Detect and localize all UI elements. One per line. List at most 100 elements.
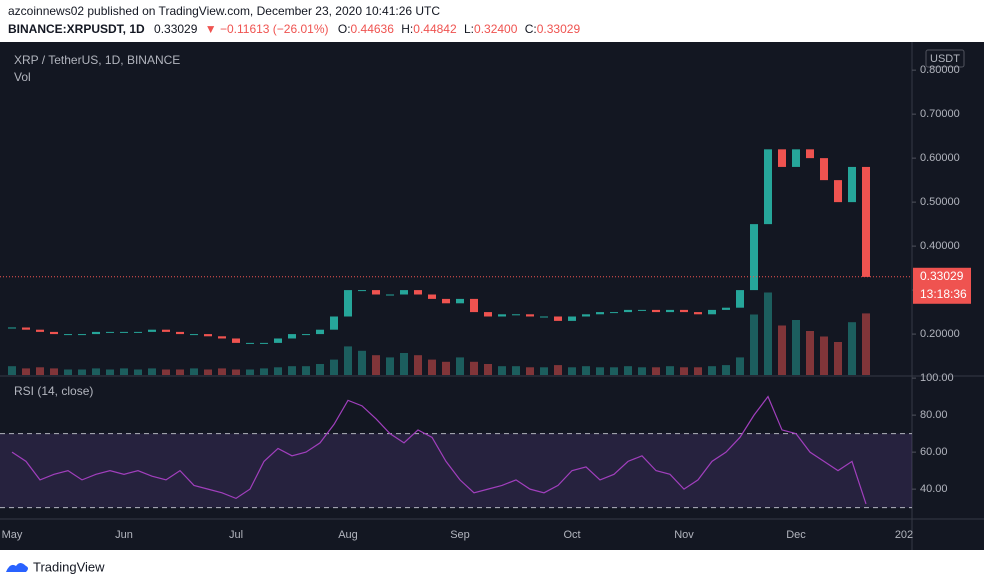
candle-body [134,331,142,333]
volume-bar [218,368,226,375]
volume-bar [120,368,128,375]
brand: TradingView [33,559,105,574]
candle-body [806,149,814,159]
volume-bar [134,369,142,375]
volume-bar [778,325,786,375]
rsi-tick-label: 60.00 [920,446,948,458]
volume-bar [666,366,674,375]
x-tick-label: Dec [786,529,806,541]
candle-body [330,316,338,330]
volume-bar [470,361,478,375]
x-tick-label: Jul [229,529,243,541]
symbol-text: BINANCE:XRPUSDT, 1D [8,22,145,36]
volume-bar [372,355,380,375]
y-tick-label: 0.40000 [920,240,960,252]
currency: USDT [930,53,960,65]
volume-bar [456,357,464,375]
candle-body [22,327,30,330]
volume-bar [582,366,590,375]
x-tick-label: Nov [674,529,694,541]
y-tick-label: 0.50000 [920,196,960,208]
rsi-tick-label: 40.00 [920,483,948,495]
rsi-line [11,395,867,505]
volume-bar [708,366,716,375]
volume-bar [680,367,688,375]
volume-bar [498,366,506,375]
candle-body [260,342,268,344]
candle-body [582,314,590,317]
volume-bar [162,369,170,375]
candle-body [358,290,366,292]
volume-bar [442,361,450,375]
candle-body [148,329,156,332]
volume-bar [736,357,744,375]
candle-body [372,290,380,295]
candle-body [666,309,674,313]
candle-body [232,338,240,343]
volume-bar [764,292,772,375]
volume-bar [8,366,16,375]
volume-bar [820,336,828,375]
volume-bar [512,366,520,375]
volume-bar [78,369,86,375]
candle-body [512,314,520,316]
candle-body [64,334,72,336]
volume-bar [246,369,254,375]
candle-body [8,327,16,329]
x-tick-label: Jun [115,529,133,541]
h-value: 0.44842 [413,22,457,36]
candle-body [470,298,478,313]
volume-bar [862,313,870,375]
candle-body [834,180,842,203]
candle-body [708,309,716,315]
candle-body [680,309,688,313]
publisher: azcoinnews02 published on TradingView.co… [8,4,440,18]
change: ▼ −0.11613 (−26.01%) [205,22,329,36]
volume-bar [834,342,842,375]
candle-body [162,329,170,332]
candle-body [554,316,562,321]
candle-body [596,312,604,315]
candle-body [78,334,86,336]
volume-bar [106,369,114,375]
volume-bar [260,368,268,375]
volume-bar [344,346,352,375]
candle-body [750,224,758,291]
volume-bar [554,365,562,375]
rsi-title: RSI (14, close) [14,384,93,398]
l-value: 0.32400 [474,22,518,36]
price: 0.33029 [154,22,198,36]
candle-body [456,298,464,304]
logo [6,563,28,572]
candle-body [484,312,492,317]
candle-body [568,316,576,321]
volume-bar [792,320,800,375]
rsi-tick-label: 80.00 [920,409,948,421]
volume-bar [694,367,702,375]
candle-body [694,312,702,315]
y-tick-label: 0.80000 [920,64,960,76]
candle-body [344,290,352,317]
countdown: 13:18:36 [920,287,967,301]
volume-bar [204,369,212,375]
volume-bar [148,368,156,375]
candle-body [92,331,100,335]
chart-title: XRP / TetherUS, 1D, BINANCE [14,53,180,67]
volume-bar [624,366,632,375]
candle-body [722,307,730,310]
x-tick-label: Aug [338,529,358,541]
candle-body [204,334,212,337]
o-label: O: [338,22,351,36]
x-tick-label: May [2,529,23,541]
logo-icon [6,563,28,572]
candle-body [442,298,450,304]
currency-box [925,49,965,68]
last-price-box [913,267,971,304]
volume-bar [848,322,856,375]
rsi-tick-label: 100.00 [920,372,954,384]
candle-body [176,331,184,335]
o-value: 0.44636 [351,22,395,36]
x-tick-label: Sep [450,529,470,541]
volume-label: Vol [14,70,31,84]
volume-bar [190,368,198,375]
